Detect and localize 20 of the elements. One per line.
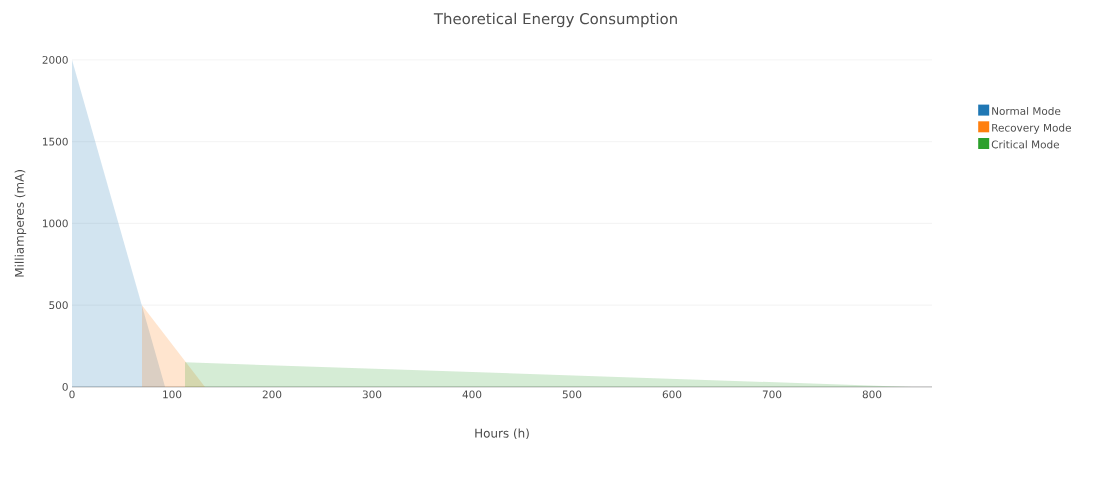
x-axis-title: Hours (h) — [475, 428, 529, 440]
y-tick-label: 0 — [62, 382, 68, 391]
y-tick-label: 500 — [49, 301, 68, 310]
x-tick-label: 100 — [163, 390, 182, 399]
x-tick-label: 600 — [662, 390, 682, 399]
legend-label: Recovery Mode — [992, 123, 1071, 134]
legend-label: Critical Mode — [991, 140, 1060, 149]
chart-title: Theoretical Energy Consumption — [433, 12, 677, 28]
y-tick-label: 2000 — [42, 55, 68, 64]
y-tick-label: 1000 — [43, 219, 68, 228]
x-tick-label: 800 — [862, 390, 882, 399]
x-tick-label: 300 — [362, 390, 382, 399]
legend-label: Normal Mode — [992, 106, 1061, 115]
x-tick-label: 500 — [562, 390, 582, 399]
y-axis-title: Milliamperes (mA) — [14, 170, 27, 277]
x-tick-label: 400 — [462, 390, 482, 399]
x-tick-label: 200 — [262, 390, 282, 399]
x-tick-label: 700 — [762, 390, 782, 399]
x-tick-label: 0 — [69, 390, 75, 399]
y-tick-label: 1500 — [43, 137, 68, 146]
